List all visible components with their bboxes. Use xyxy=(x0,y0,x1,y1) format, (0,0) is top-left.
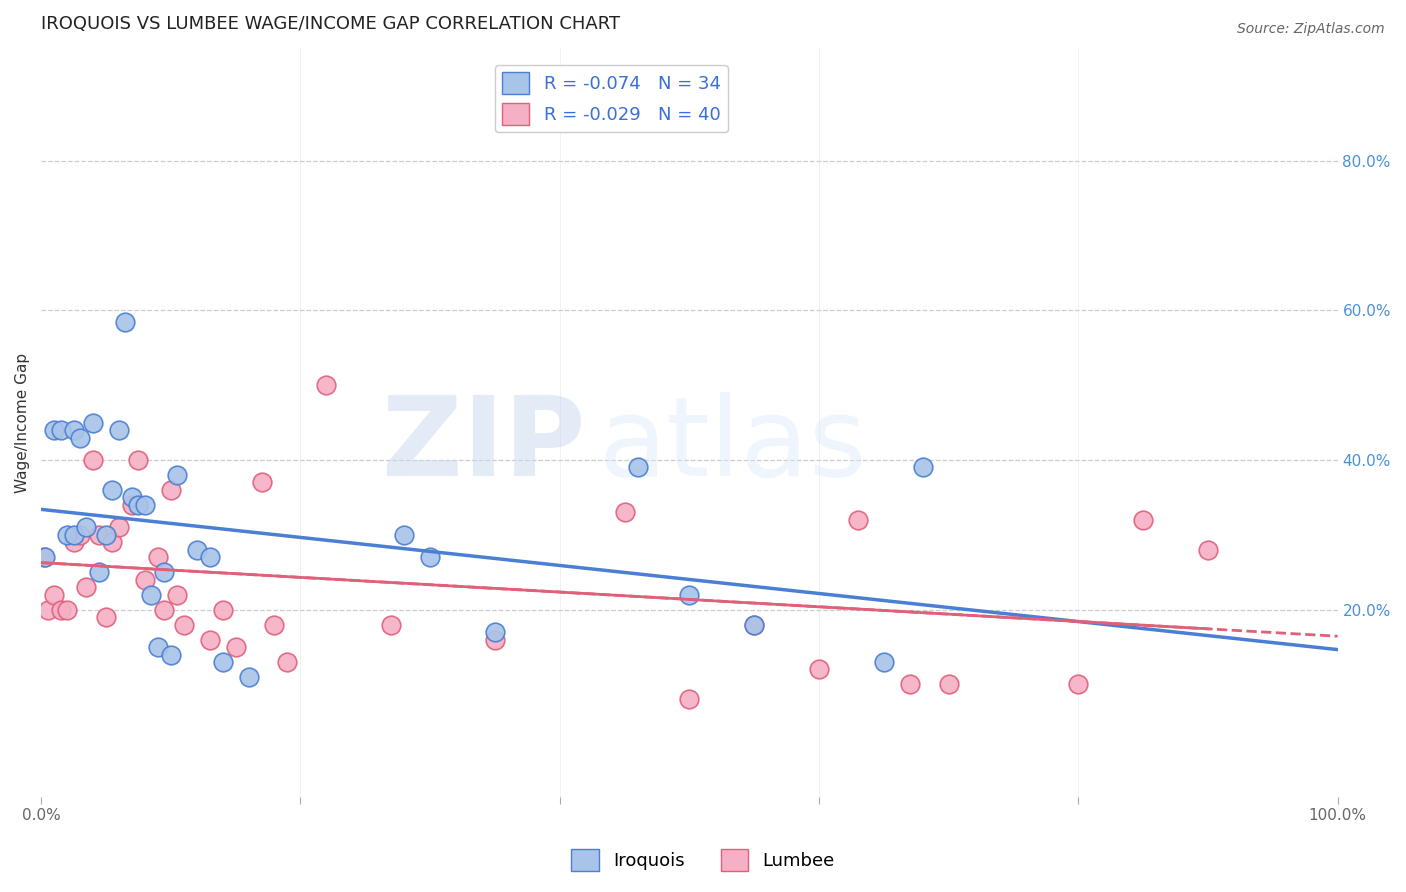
Legend: Iroquois, Lumbee: Iroquois, Lumbee xyxy=(564,842,842,879)
Point xyxy=(82,453,104,467)
Point xyxy=(846,513,869,527)
Point xyxy=(263,617,285,632)
Point xyxy=(62,528,84,542)
Point xyxy=(56,528,79,542)
Point xyxy=(121,498,143,512)
Point xyxy=(166,588,188,602)
Point xyxy=(198,632,221,647)
Point xyxy=(134,498,156,512)
Point xyxy=(1067,677,1090,691)
Y-axis label: Wage/Income Gap: Wage/Income Gap xyxy=(15,352,30,492)
Point xyxy=(613,505,636,519)
Point xyxy=(250,475,273,490)
Point xyxy=(211,655,233,669)
Point xyxy=(484,625,506,640)
Point xyxy=(742,617,765,632)
Point xyxy=(69,430,91,444)
Point xyxy=(101,535,124,549)
Point xyxy=(225,640,247,654)
Point xyxy=(108,520,131,534)
Point xyxy=(742,617,765,632)
Point xyxy=(159,483,181,497)
Point xyxy=(166,467,188,482)
Legend: R = -0.074   N = 34, R = -0.029   N = 40: R = -0.074 N = 34, R = -0.029 N = 40 xyxy=(495,65,728,133)
Point xyxy=(76,520,98,534)
Point xyxy=(911,460,934,475)
Point xyxy=(153,565,176,579)
Point xyxy=(938,677,960,691)
Point xyxy=(56,602,79,616)
Point xyxy=(62,535,84,549)
Point xyxy=(134,573,156,587)
Point xyxy=(76,580,98,594)
Point xyxy=(141,588,163,602)
Point xyxy=(484,632,506,647)
Point xyxy=(808,663,831,677)
Point xyxy=(198,550,221,565)
Point xyxy=(678,692,700,706)
Point xyxy=(626,460,648,475)
Point xyxy=(108,423,131,437)
Point xyxy=(94,610,117,624)
Point xyxy=(146,550,169,565)
Point xyxy=(37,602,59,616)
Point xyxy=(211,602,233,616)
Point xyxy=(69,528,91,542)
Point xyxy=(315,378,337,392)
Point xyxy=(392,528,415,542)
Point xyxy=(82,416,104,430)
Point xyxy=(1132,513,1154,527)
Point xyxy=(238,670,260,684)
Point xyxy=(101,483,124,497)
Text: ZIP: ZIP xyxy=(382,392,586,499)
Point xyxy=(121,491,143,505)
Point xyxy=(186,542,208,557)
Point xyxy=(89,565,111,579)
Text: atlas: atlas xyxy=(599,392,868,499)
Text: Source: ZipAtlas.com: Source: ZipAtlas.com xyxy=(1237,22,1385,37)
Point xyxy=(89,528,111,542)
Point xyxy=(146,640,169,654)
Point xyxy=(114,314,136,328)
Point xyxy=(42,588,65,602)
Point xyxy=(419,550,441,565)
Point xyxy=(49,602,72,616)
Point xyxy=(49,423,72,437)
Point xyxy=(276,655,298,669)
Point xyxy=(898,677,921,691)
Point xyxy=(153,602,176,616)
Point xyxy=(34,550,56,565)
Point xyxy=(42,423,65,437)
Point xyxy=(127,453,149,467)
Text: IROQUOIS VS LUMBEE WAGE/INCOME GAP CORRELATION CHART: IROQUOIS VS LUMBEE WAGE/INCOME GAP CORRE… xyxy=(41,15,620,33)
Point xyxy=(32,550,55,565)
Point xyxy=(1197,542,1219,557)
Point xyxy=(380,617,402,632)
Point xyxy=(127,498,149,512)
Point xyxy=(873,655,896,669)
Point xyxy=(94,528,117,542)
Point xyxy=(159,648,181,662)
Point xyxy=(173,617,195,632)
Point xyxy=(62,423,84,437)
Point xyxy=(678,588,700,602)
